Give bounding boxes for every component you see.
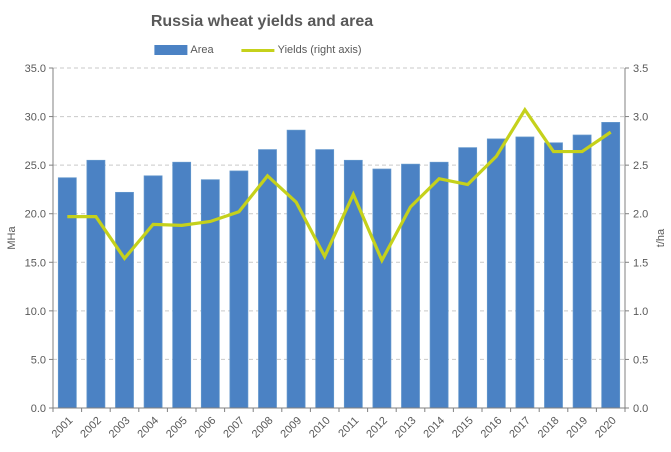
right-axis-tick-label: 0.5 — [633, 354, 648, 366]
x-axis-label-2013: 2013 — [393, 415, 419, 441]
x-axis-label-2018: 2018 — [536, 415, 562, 441]
area-bar-2006 — [200, 179, 220, 409]
x-axis-label-2002: 2002 — [78, 415, 104, 441]
area-bar-2012 — [372, 168, 392, 409]
area-bar-2009 — [286, 129, 306, 409]
x-axis-label-2009: 2009 — [278, 415, 304, 441]
area-bar-2008 — [258, 149, 277, 409]
right-axis-tick-label: 3.5 — [633, 63, 648, 75]
left-axis-tick-label: 5.0 — [31, 354, 46, 366]
x-axis-label-2003: 2003 — [107, 415, 133, 441]
area-bar-2001 — [57, 177, 77, 409]
area-bar-2020 — [601, 122, 621, 409]
right-axis-unit-label: t/ha — [655, 228, 667, 247]
left-axis-tick-label: 35.0 — [25, 63, 46, 75]
area-bar-2005 — [172, 161, 192, 409]
legend-label-area: Area — [190, 44, 214, 56]
x-axis-label-2011: 2011 — [336, 415, 361, 440]
left-axis-tick-label: 0.0 — [31, 403, 46, 415]
area-bar-2014 — [429, 161, 449, 409]
chart-legend: Area Yields (right axis) — [154, 44, 362, 56]
right-axis-tick-label: 0.0 — [633, 403, 648, 415]
area-bar-2016 — [486, 138, 506, 409]
x-axis-label-2015: 2015 — [450, 415, 476, 441]
x-axis-label-2014: 2014 — [421, 415, 447, 441]
x-axis-label-2012: 2012 — [364, 415, 390, 441]
x-axis-label-2006: 2006 — [193, 415, 219, 441]
right-axis-tick-label: 2.5 — [633, 160, 648, 172]
area-bar-2015 — [458, 147, 478, 409]
area-bar-2004 — [143, 175, 163, 409]
area-bar-2019 — [572, 134, 592, 409]
area-bar-2018 — [544, 142, 563, 409]
x-axis-label-2010: 2010 — [307, 415, 333, 441]
left-axis-tick-label: 20.0 — [25, 209, 46, 221]
x-axis-label-2001: 2001 — [50, 415, 76, 441]
area-bar-2007 — [229, 170, 249, 409]
x-axis-label-2020: 2020 — [593, 415, 619, 441]
x-axis-label-2004: 2004 — [135, 415, 161, 441]
chart-title: Russia wheat yields and area — [150, 13, 374, 30]
area-bar-2017 — [515, 136, 535, 409]
x-axis-label-2007: 2007 — [221, 415, 247, 441]
left-axis-tick-label: 30.0 — [25, 112, 46, 124]
yields-line-swatch-icon — [241, 48, 275, 52]
x-axis-label-2008: 2008 — [250, 415, 276, 441]
x-axis-label-2019: 2019 — [564, 415, 590, 441]
left-axis-tick-label: 25.0 — [25, 160, 46, 172]
x-axis-label-2017: 2017 — [507, 415, 533, 441]
x-axis-label-2005: 2005 — [164, 415, 190, 441]
x-axis-label-2016: 2016 — [479, 415, 505, 441]
right-axis-tick-label: 2.0 — [633, 209, 648, 221]
left-axis-unit-label: MHa — [6, 226, 18, 250]
legend-item-area: Area — [154, 44, 214, 56]
yields-line — [67, 106, 612, 265]
legend-label-yields: Yields (right axis) — [277, 44, 362, 56]
left-axis-tick-label: 15.0 — [25, 257, 46, 269]
right-axis-tick-label: 1.5 — [633, 257, 648, 269]
area-bar-2010 — [315, 149, 335, 409]
right-axis-tick-label: 1.0 — [633, 306, 648, 318]
area-bar-2002 — [86, 159, 106, 409]
area-swatch-icon — [154, 45, 188, 55]
right-axis-tick-label: 3.0 — [633, 112, 648, 124]
legend-item-yields: Yields (right axis) — [241, 44, 362, 56]
area-bar-2003 — [115, 191, 134, 409]
left-axis-tick-label: 10.0 — [25, 306, 46, 318]
